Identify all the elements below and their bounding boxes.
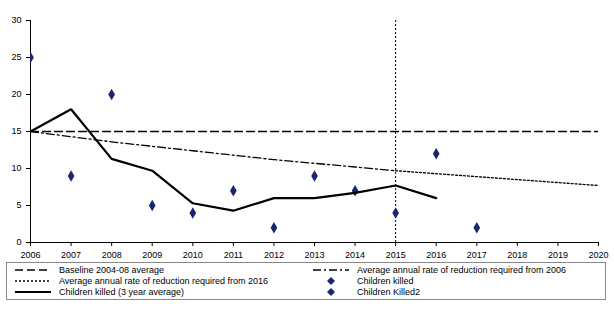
svg-text:2006: 2006	[20, 250, 40, 260]
svg-text:2018: 2018	[507, 250, 527, 260]
html-text:Average annual rate of reducti: Average annual rate of reduction require…	[357, 265, 566, 275]
svg-text:2007: 2007	[61, 250, 81, 260]
svg-text:10: 10	[11, 163, 21, 173]
svg-text:2015: 2015	[386, 250, 406, 260]
svg-text:25: 25	[11, 52, 21, 62]
svg-text:2017: 2017	[467, 250, 487, 260]
svg-text:2016: 2016	[426, 250, 446, 260]
svg-text:2011: 2011	[224, 250, 243, 260]
svg-text:2012: 2012	[264, 250, 284, 260]
svg-text:0: 0	[16, 237, 21, 247]
svg-text:30: 30	[11, 15, 21, 25]
html-text:Average annual rate of reducti: Average annual rate of reduction require…	[59, 276, 268, 286]
svg-text:2019: 2019	[548, 250, 568, 260]
html-text:Children Killed2: Children Killed2	[357, 287, 420, 297]
svg-text:15: 15	[11, 126, 21, 136]
html-text:Baseline 2004-08 average: Baseline 2004-08 average	[59, 265, 165, 275]
svg-text:2009: 2009	[142, 250, 162, 260]
svg-text:5: 5	[16, 200, 21, 210]
svg-text:20: 20	[11, 89, 21, 99]
svg-text:2014: 2014	[345, 250, 365, 260]
svg-text:2010: 2010	[183, 250, 203, 260]
html-text:Children killed: Children killed	[357, 276, 414, 286]
html-text:Children killed (3 year averag: Children killed (3 year average)	[59, 287, 185, 297]
svg-text:2008: 2008	[102, 250, 122, 260]
svg-text:2013: 2013	[304, 250, 324, 260]
svg-text:2020: 2020	[588, 250, 608, 260]
